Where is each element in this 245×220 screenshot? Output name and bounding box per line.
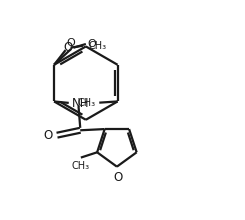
Text: CH₃: CH₃ — [88, 41, 106, 51]
Text: O: O — [43, 129, 53, 142]
Text: NH: NH — [72, 97, 89, 110]
Text: O: O — [88, 39, 96, 49]
Text: O: O — [63, 41, 72, 54]
Text: CH₃: CH₃ — [72, 161, 90, 170]
Text: O: O — [67, 38, 75, 48]
Text: O: O — [113, 171, 123, 184]
Text: CH₃: CH₃ — [77, 98, 96, 108]
